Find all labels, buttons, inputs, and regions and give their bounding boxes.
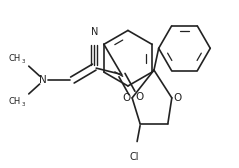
Text: N: N bbox=[39, 75, 47, 85]
Text: 3: 3 bbox=[22, 102, 25, 107]
Text: O: O bbox=[122, 93, 130, 103]
Text: 3: 3 bbox=[22, 59, 25, 64]
Text: Cl: Cl bbox=[129, 152, 139, 162]
Text: CH: CH bbox=[9, 54, 21, 63]
Text: O: O bbox=[174, 93, 182, 103]
Text: O: O bbox=[136, 92, 144, 102]
Text: N: N bbox=[91, 27, 98, 37]
Text: CH: CH bbox=[9, 97, 21, 106]
